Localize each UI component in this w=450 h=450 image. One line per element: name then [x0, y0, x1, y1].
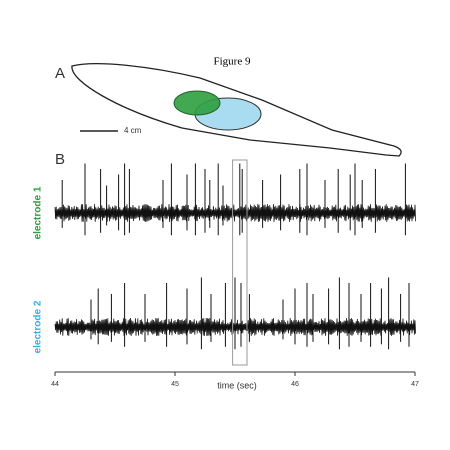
- trace-label: electrode 1: [33, 186, 44, 239]
- x-tick-label: 44: [51, 381, 59, 388]
- electrode-1-region: [173, 90, 221, 116]
- panel-label: B: [55, 151, 65, 168]
- trace-label: electrode 2: [33, 300, 44, 353]
- x-tick-label: 47: [411, 381, 419, 388]
- x-tick-label: 46: [291, 381, 299, 388]
- scale-bar-label: 4 cm: [124, 126, 142, 135]
- noise-band: [54, 204, 416, 222]
- x-axis-label: time (sec): [217, 380, 257, 390]
- x-tick-label: 45: [171, 381, 179, 388]
- highlight-box: [232, 159, 248, 366]
- panel-label: A: [55, 65, 65, 82]
- figure-title: Figure 9: [214, 56, 251, 68]
